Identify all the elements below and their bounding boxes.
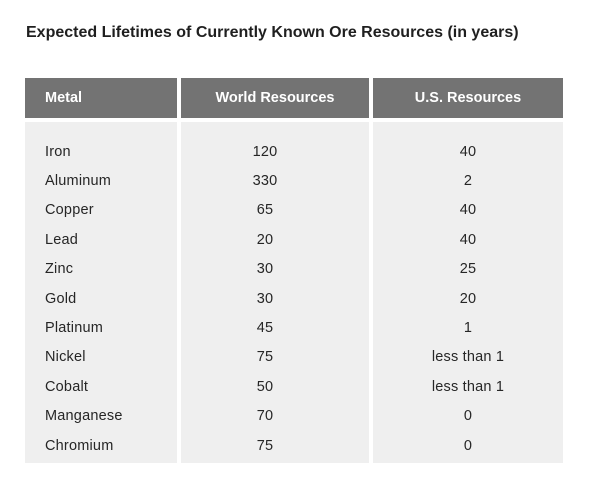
us-resources-cell: 40: [459, 202, 477, 219]
world-resources-cell: 30: [256, 290, 274, 307]
world-resources-column: 120 330 65 20 30 30 45 75 50 70 75: [181, 122, 369, 463]
world-resources-cell: 120: [252, 143, 278, 160]
metal-cell: Chromium: [45, 437, 114, 454]
table-body: Iron Aluminum Copper Lead Zinc Gold Platinum Ni…: [25, 122, 563, 463]
metal-cell: Gold: [45, 290, 77, 307]
header-us-resources: U.S. Resources: [373, 78, 563, 118]
us-resources-cell: 40: [459, 143, 477, 160]
world-resources-cell: 70: [256, 408, 274, 425]
header-metal: Metal: [25, 78, 177, 118]
metal-cell: Manganese: [45, 408, 123, 425]
us-resources-cell: 2: [463, 173, 473, 190]
world-resources-cell: 75: [256, 437, 274, 454]
us-resources-cell: 25: [459, 261, 477, 278]
world-resources-cell: 20: [256, 231, 274, 248]
us-resources-cell: 20: [459, 290, 477, 307]
world-resources-cell: 65: [256, 202, 274, 219]
header-world-resources: World Resources: [181, 78, 369, 118]
table-title: Expected Lifetimes of Currently Known Or…: [26, 24, 519, 41]
metal-cell: Lead: [45, 231, 79, 248]
us-resources-cell: less than 1: [431, 378, 505, 395]
metal-cell: Aluminum: [45, 173, 112, 190]
world-resources-cell: 30: [256, 261, 274, 278]
us-resources-cell: 1: [463, 320, 473, 337]
world-resources-cell: 45: [256, 320, 274, 337]
metal-cell: Zinc: [45, 261, 74, 278]
metal-cell: Cobalt: [45, 378, 89, 395]
metal-column: Iron Aluminum Copper Lead Zinc Gold Platinum Ni…: [25, 122, 177, 463]
us-resources-cell: 0: [463, 408, 473, 425]
us-resources-cell: 40: [459, 231, 477, 248]
us-resources-cell: 0: [463, 437, 473, 454]
metal-cell: Platinum: [45, 320, 104, 337]
world-resources-cell: 50: [256, 378, 274, 395]
us-resources-column: 40 2 40 40 25 20 1 less than 1 less than 1 0 0: [373, 122, 563, 463]
world-resources-cell: 330: [252, 173, 278, 190]
us-resources-cell: less than 1: [431, 349, 505, 366]
metal-cell: Copper: [45, 202, 94, 219]
world-resources-cell: 75: [256, 349, 274, 366]
ore-lifetimes-table: Metal World Resources U.S. Resources Iro…: [25, 78, 563, 463]
table-header-row: Metal World Resources U.S. Resources: [25, 78, 563, 118]
metal-cell: Nickel: [45, 349, 86, 366]
metal-cell: Iron: [45, 143, 71, 160]
